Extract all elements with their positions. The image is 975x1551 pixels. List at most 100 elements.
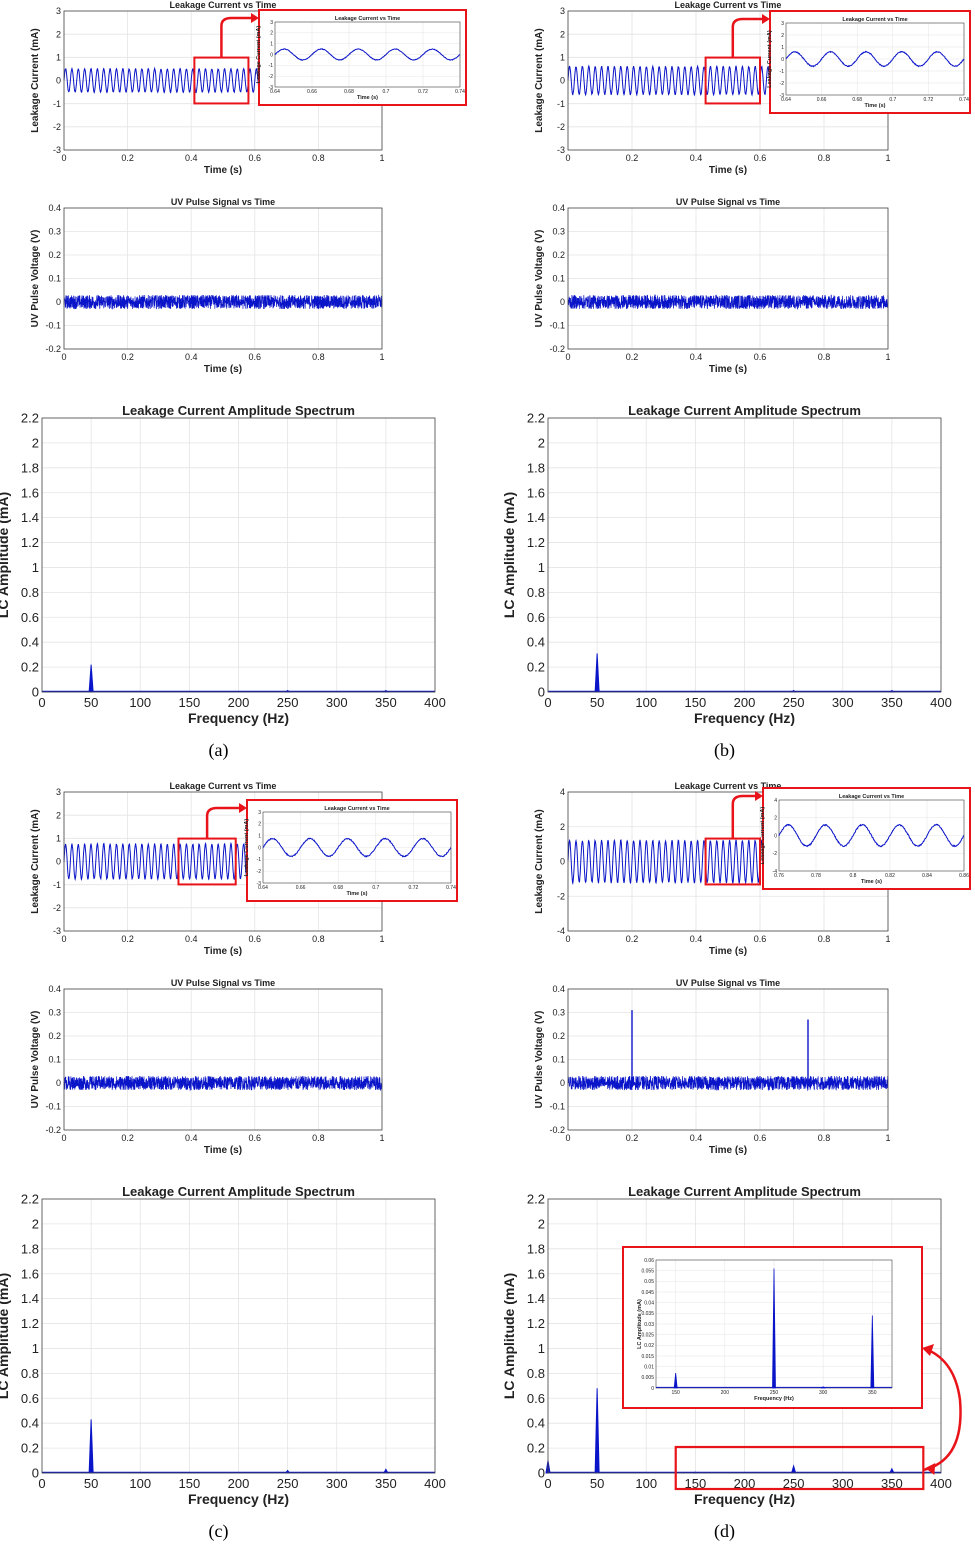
inset-y-tick-label: 0.025: [641, 1332, 654, 1338]
panel-label: (d): [714, 1521, 735, 1542]
y-tick-label: 2: [32, 1216, 39, 1231]
x-tick-label: 0.6: [754, 153, 767, 163]
chart-title: Leakage Current vs Time: [675, 0, 782, 10]
inset-x-tick-label: 150: [671, 1390, 680, 1396]
x-tick-label: 0.8: [312, 1133, 325, 1143]
y-tick-label: 0.3: [48, 227, 61, 237]
x-axis-label: Frequency (Hz): [694, 1491, 795, 1507]
x-tick-label: 50: [84, 1476, 98, 1491]
y-tick-label: 0.1: [552, 274, 565, 284]
y-tick-label: 2: [538, 1216, 545, 1231]
x-tick-label: 0.6: [754, 934, 767, 944]
inset-highlight-frame: [258, 9, 467, 106]
y-tick-label: 1.2: [21, 535, 39, 550]
curved-zoom-arrow: [923, 1348, 962, 1472]
x-tick-label: 0.8: [312, 153, 325, 163]
y-tick-label: 1.8: [527, 1241, 545, 1256]
y-tick-label: 0.1: [48, 274, 61, 284]
y-tick-label: -0.1: [549, 1102, 565, 1112]
x-tick-label: 150: [179, 695, 201, 710]
inset-y-tick-label: -1: [257, 857, 262, 863]
inset-x-tick-label: 200: [721, 1390, 730, 1396]
x-tick-label: 0.2: [121, 352, 134, 362]
y-tick-label: -3: [53, 926, 61, 936]
y-tick-label: -2: [557, 891, 565, 901]
y-axis-label: Leakage Current (mA): [30, 28, 41, 132]
x-tick-label: 0.4: [690, 934, 703, 944]
inset-highlight-frame: [246, 799, 458, 902]
x-tick-label: 150: [685, 1476, 707, 1491]
inset-y-tick-label: -2: [257, 869, 262, 875]
spectrum-peak: [889, 1467, 895, 1474]
chart-title: Leakage Current vs Time: [675, 781, 782, 791]
x-tick-label: 250: [783, 695, 805, 710]
inset-y-tick-label: 4: [774, 798, 777, 804]
x-tick-label: 1: [885, 352, 890, 362]
y-tick-label: 0.4: [21, 635, 39, 650]
x-tick-label: 0: [544, 1476, 551, 1491]
y-tick-label: 0.4: [552, 984, 565, 994]
y-tick-label: 2.2: [527, 1192, 545, 1207]
inset-y-tick-label: 2: [781, 33, 784, 39]
inset-y-tick-label: 1: [258, 833, 261, 839]
inset-x-tick-label: 0.64: [270, 89, 280, 95]
inset-y-tick-label: 1: [781, 45, 784, 51]
y-tick-label: 0.4: [48, 984, 61, 994]
text-layer: 0 0.2 0.4 0.6 0.8 1 -3 -2 -1 0 1 2 3 Leakage Current …: [0, 0, 952, 1542]
y-tick-label: 1.8: [21, 460, 39, 475]
y-tick-label: 0.4: [552, 203, 565, 213]
inset-y-tick-label: 3: [781, 21, 784, 27]
inset-x-tick-label: 0.74: [455, 89, 465, 95]
inset-y-tick-label: 0: [651, 1386, 654, 1392]
chart-title: UV Pulse Signal vs Time: [676, 978, 780, 988]
panel-label: (a): [209, 740, 229, 761]
y-tick-label: 0.3: [552, 1008, 565, 1018]
y-tick-label: 0.1: [552, 1055, 565, 1065]
x-axis-label: Frequency (Hz): [694, 710, 795, 726]
x-tick-label: 400: [424, 1476, 446, 1491]
y-tick-label: 0.1: [48, 1055, 61, 1065]
y-tick-label: 0: [560, 1078, 565, 1088]
spectrum-peak: [383, 1468, 389, 1474]
y-tick-label: 1.6: [21, 1266, 39, 1281]
inset-y-tick-label: -3: [257, 881, 262, 887]
y-tick-label: 0: [56, 297, 61, 307]
x-tick-label: 400: [424, 695, 446, 710]
zoom-arrowhead: [755, 791, 763, 801]
plot-frame: [547, 1198, 942, 1474]
plot-frame: [567, 988, 889, 1131]
spectrum-peak: [88, 664, 94, 693]
x-tick-label: 0.2: [626, 1133, 639, 1143]
inset-y-tick-label: 3: [270, 20, 273, 26]
inset-y-tick-label: 0: [270, 52, 273, 58]
x-axis-label: Time (s): [709, 364, 747, 375]
x-tick-label: 250: [783, 1476, 805, 1491]
zoom-arrowhead: [251, 13, 259, 23]
x-tick-label: 50: [590, 1476, 604, 1491]
plot-frame: [41, 1198, 436, 1474]
x-tick-label: 1: [379, 934, 384, 944]
y-tick-label: 0.4: [527, 635, 545, 650]
y-tick-label: 3: [56, 787, 61, 797]
inset-x-tick-label: 0.86: [959, 873, 969, 879]
inset-x-tick-label: 0.82: [885, 873, 895, 879]
y-tick-label: 0: [538, 1466, 545, 1481]
inset-y-tick-label: 0.03: [644, 1322, 654, 1328]
y-tick-label: 0: [560, 857, 565, 867]
inset-highlight-frame: [769, 10, 971, 114]
inset-x-label: Frequency (Hz): [754, 1396, 794, 1402]
y-axis-label: LC Amplitude (mA): [0, 492, 11, 618]
x-tick-label: 350: [881, 1476, 903, 1491]
x-axis-label: Time (s): [204, 165, 242, 176]
x-tick-label: 400: [930, 1476, 952, 1491]
x-tick-label: 0.8: [818, 934, 831, 944]
inset-y-tick-label: 0: [781, 57, 784, 63]
inset-y-tick-label: 0.06: [644, 1258, 654, 1264]
zoom-arrow: [220, 16, 253, 58]
spectrum-peak: [594, 653, 600, 693]
inset-y-tick-label: 0.045: [641, 1290, 654, 1296]
inset-highlight-frame: [762, 787, 971, 890]
y-tick-label: -2: [557, 122, 565, 132]
x-tick-label: 250: [277, 695, 299, 710]
